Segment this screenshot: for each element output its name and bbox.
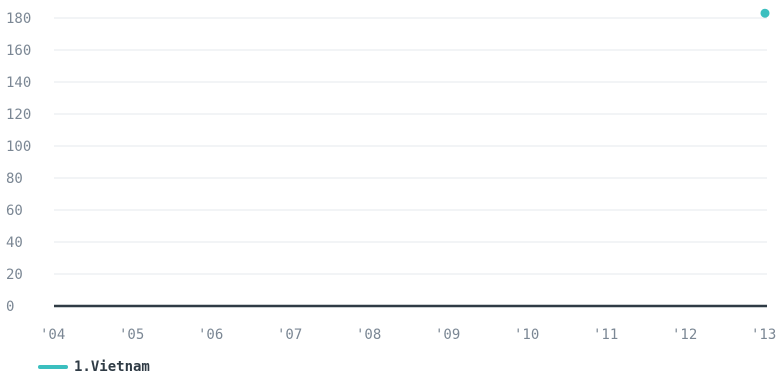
y-tick-label: 100 <box>6 139 31 155</box>
y-tick-label: 120 <box>6 107 31 123</box>
x-tick-label: '05 <box>119 327 144 343</box>
y-tick-label: 20 <box>6 267 23 283</box>
x-tick-label: '06 <box>198 327 223 343</box>
x-tick-label: '09 <box>435 327 460 343</box>
y-tick-label: 0 <box>6 299 14 315</box>
y-tick-label: 60 <box>6 203 23 219</box>
x-tick-label: '07 <box>277 327 302 343</box>
y-axis-ticks: 0 20 40 60 80 100 120 140 160 180 <box>6 11 31 315</box>
y-tick-label: 180 <box>6 11 31 27</box>
data-point[interactable] <box>760 8 770 18</box>
x-tick-label: '11 <box>593 327 618 343</box>
y-tick-label: 140 <box>6 75 31 91</box>
x-tick-label: '12 <box>672 327 697 343</box>
y-tick-label: 160 <box>6 43 31 59</box>
legend-label: 1.Vietnam <box>74 359 150 375</box>
x-tick-label: '13 <box>751 327 776 343</box>
legend-swatch <box>38 365 68 369</box>
x-axis-ticks: '04 '05 '06 '07 '08 '09 '10 '11 '12 '13 <box>40 327 776 343</box>
x-tick-label: '10 <box>514 327 539 343</box>
y-tick-label: 80 <box>6 171 23 187</box>
series-points <box>760 8 770 18</box>
x-tick-label: '08 <box>356 327 381 343</box>
y-tick-label: 40 <box>6 235 23 251</box>
legend: 1.Vietnam <box>38 359 150 375</box>
x-tick-label: '04 <box>40 327 65 343</box>
gridlines <box>54 17 767 275</box>
line-chart: 0 20 40 60 80 100 120 140 160 180 '04 '05 '06 '07 '08… <box>6 8 776 343</box>
